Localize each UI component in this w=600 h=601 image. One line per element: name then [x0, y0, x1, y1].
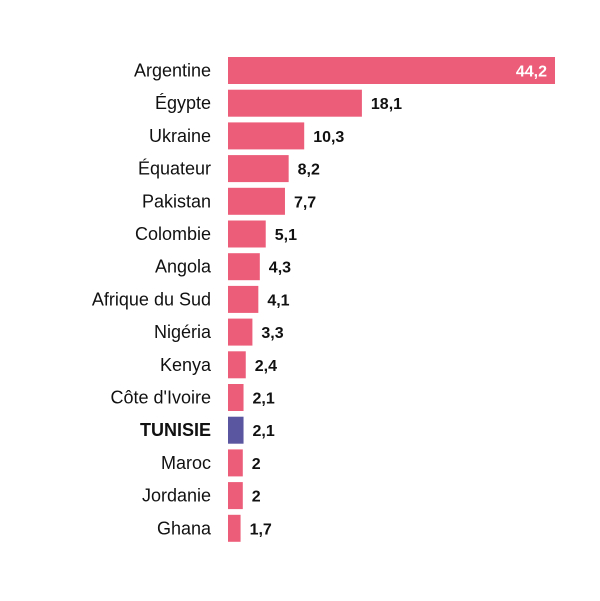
category-labels-group: Argentine Égypte Ukraine Équateur Pakistan Co…	[92, 61, 212, 539]
value-label-kenya: 2,4	[255, 358, 277, 375]
bar-jordanie	[228, 482, 243, 510]
category-label-ukraine: Ukraine	[149, 126, 211, 146]
category-label-tunisie: TUNISIE	[140, 420, 211, 440]
value-label-jordanie: 2	[252, 489, 261, 506]
bar-argentine	[228, 57, 555, 84]
category-label-ghana: Ghana	[157, 518, 212, 538]
category-label-nigeria: Nigéria	[154, 322, 212, 342]
bar-afrique-du-sud	[228, 285, 259, 313]
bar-maroc	[228, 449, 243, 477]
category-label-kenya: Kenya	[160, 355, 212, 375]
bar-tunisie	[228, 416, 244, 444]
bar-equateur	[228, 155, 289, 183]
value-label-pakistan: 7,7	[294, 194, 316, 211]
category-label-argentine: Argentine	[134, 61, 211, 81]
value-label-colombie: 5,1	[275, 227, 297, 244]
category-label-cote-d-ivoire: Côte d'Ivoire	[111, 388, 212, 408]
category-label-equateur: Équateur	[138, 159, 211, 179]
bar-kenya	[228, 351, 246, 379]
category-label-maroc: Maroc	[161, 453, 211, 473]
value-labels-group: 44,2 18,1 10,3 8,2 7,7 5,1 4,3 4,1 3,3 2,4 2,1 2,1 2…	[250, 64, 548, 539]
value-label-ghana: 1,7	[250, 521, 272, 538]
value-label-ukraine: 10,3	[313, 129, 344, 146]
value-label-argentine: 44,2	[516, 64, 547, 81]
bar-angola	[228, 253, 260, 281]
value-label-maroc: 2	[252, 456, 261, 473]
value-label-cote-d-ivoire: 2,1	[253, 391, 275, 408]
value-label-afrique-du-sud: 4,1	[267, 292, 289, 309]
category-label-colombie: Colombie	[135, 224, 211, 244]
bars-group	[228, 57, 555, 542]
bar-egypte	[228, 89, 362, 117]
value-label-egypte: 18,1	[371, 96, 402, 113]
bar-cote-d-ivoire	[228, 384, 244, 411]
bar-ukraine	[228, 122, 305, 150]
bar-colombie	[228, 220, 266, 248]
value-label-tunisie: 2,1	[253, 423, 275, 440]
category-label-egypte: Égypte	[155, 93, 211, 113]
category-label-afrique-du-sud: Afrique du Sud	[92, 289, 211, 309]
category-label-jordanie: Jordanie	[142, 486, 211, 506]
value-label-nigeria: 3,3	[261, 325, 283, 342]
value-label-angola: 4,3	[269, 260, 291, 277]
category-label-pakistan: Pakistan	[142, 191, 211, 211]
bar-ghana	[228, 514, 241, 542]
category-label-angola: Angola	[155, 257, 212, 277]
bar-nigeria	[228, 318, 253, 346]
bar-pakistan	[228, 187, 285, 215]
value-label-equateur: 8,2	[298, 162, 320, 179]
